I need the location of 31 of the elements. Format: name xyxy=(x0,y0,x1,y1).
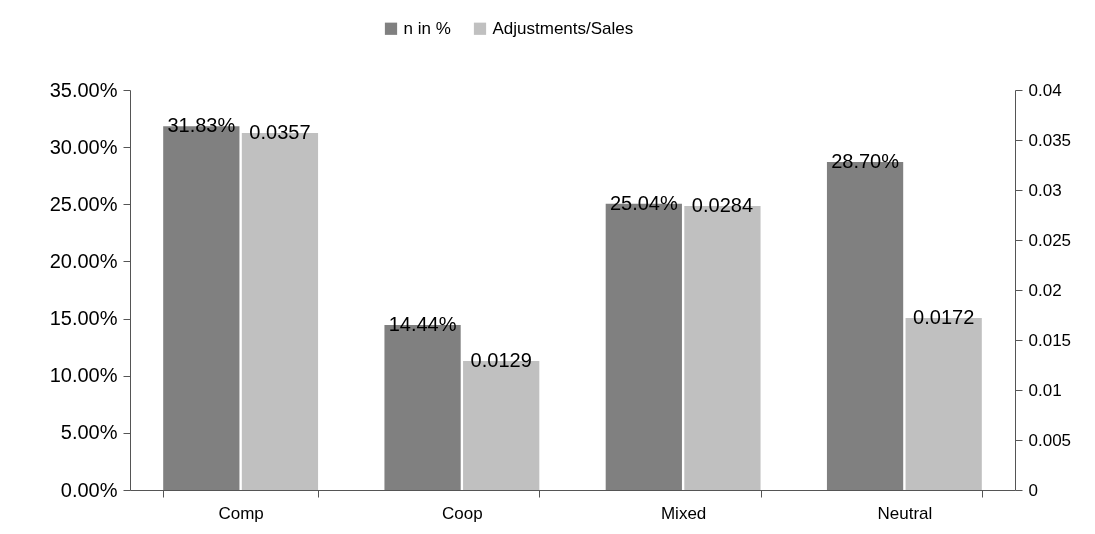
y-tick-label: 25.00% xyxy=(49,192,118,215)
y-tick-label: 35.00% xyxy=(49,78,118,101)
y-tick-label: 20.00% xyxy=(49,249,118,272)
y-tick-label: 15.00% xyxy=(49,307,118,330)
y2-tick-label: 0.005 xyxy=(1028,430,1072,450)
y2-tick-label: 0.015 xyxy=(1028,330,1072,350)
y2-tick-label: 0.025 xyxy=(1028,230,1072,250)
x-tick-label: Comp xyxy=(218,503,264,523)
y2-tick-label: 0.03 xyxy=(1028,180,1062,200)
data-label: 25.04% xyxy=(609,191,678,214)
legend-label: n in % xyxy=(403,18,451,38)
data-label: 0.0172 xyxy=(913,306,975,328)
y2-tick-label: 0 xyxy=(1028,480,1038,500)
data-label: 14.44% xyxy=(388,312,457,335)
x-tick-label: Neutral xyxy=(877,503,933,523)
data-label: 28.70% xyxy=(831,150,900,172)
data-label: 0.0129 xyxy=(470,349,532,371)
x-tick-label: Coop xyxy=(442,503,483,523)
y2-tick-label: 0.02 xyxy=(1028,280,1062,300)
y-tick-label: 30.00% xyxy=(49,135,118,158)
y-tick-label: 10.00% xyxy=(49,364,118,387)
y2-tick-label: 0.01 xyxy=(1028,380,1062,400)
legend-label: Adjustments/Sales xyxy=(492,18,634,38)
y-tick-label: 5.00% xyxy=(60,421,118,444)
data-label: 0.0357 xyxy=(249,121,311,143)
y2-tick-label: 0.035 xyxy=(1028,130,1072,150)
y-tick-label: 0.00% xyxy=(60,478,118,501)
y2-tick-label: 0.04 xyxy=(1028,80,1062,100)
data-label: 0.0284 xyxy=(691,194,754,216)
data-label: 31.83% xyxy=(167,114,236,137)
x-tick-label: Mixed xyxy=(660,503,707,523)
